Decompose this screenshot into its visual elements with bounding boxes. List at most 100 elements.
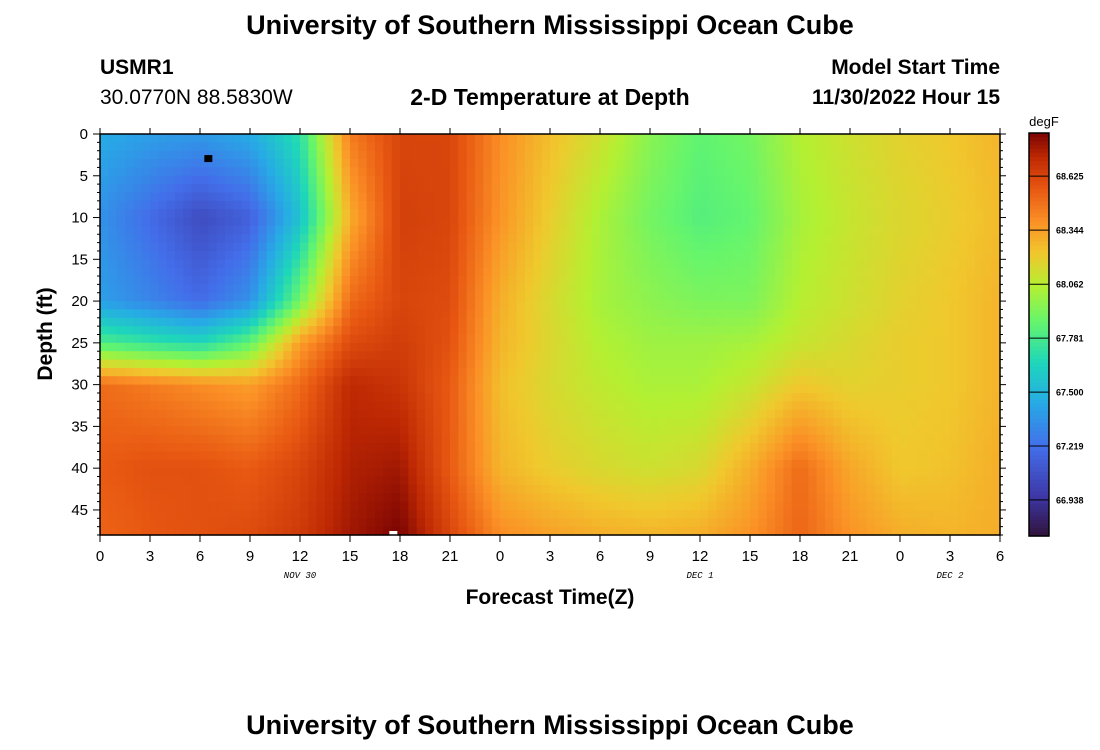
- heatmap-cell: [641, 184, 651, 194]
- heatmap-cell: [308, 250, 318, 260]
- heatmap-cell: [333, 259, 343, 269]
- heatmap-cell: [408, 159, 418, 169]
- heatmap-cell: [633, 443, 643, 453]
- heatmap-cell: [608, 134, 618, 143]
- heatmap-cell: [658, 217, 668, 227]
- heatmap-cell: [875, 342, 884, 352]
- heatmap-cell: [716, 359, 726, 369]
- heatmap-cell: [133, 384, 143, 394]
- heatmap-cell: [966, 351, 976, 361]
- heatmap-cell: [833, 501, 843, 511]
- heatmap-cell: [791, 501, 801, 511]
- heatmap-cell: [750, 200, 759, 210]
- heatmap-cell: [533, 326, 543, 336]
- heatmap-cell: [583, 175, 593, 185]
- heatmap-cell: [675, 501, 684, 511]
- heatmap-cell: [558, 367, 568, 377]
- heatmap-cell: [625, 392, 634, 402]
- heatmap-cell: [733, 426, 743, 436]
- heatmap-cell: [900, 476, 909, 486]
- heatmap-cell: [441, 200, 451, 210]
- heatmap-cell: [208, 267, 218, 277]
- heatmap-cell: [141, 493, 151, 503]
- heatmap-cell: [800, 484, 809, 494]
- heatmap-cell: [258, 276, 268, 285]
- heatmap-cell: [725, 301, 734, 311]
- heatmap-cell: [150, 468, 159, 478]
- heatmap-cell: [500, 317, 509, 327]
- heatmap-cell: [325, 418, 334, 427]
- heatmap-cell: [600, 451, 609, 461]
- heatmap-cell: [308, 459, 318, 469]
- heatmap-cell: [350, 392, 359, 402]
- heatmap-cell: [350, 242, 359, 252]
- heatmap-cell: [916, 301, 926, 311]
- heatmap-cell: [375, 493, 384, 503]
- heatmap-cell: [191, 401, 201, 411]
- heatmap-cell: [591, 234, 601, 244]
- heatmap-cell: [391, 175, 401, 185]
- heatmap-cell: [591, 468, 601, 478]
- heatmap-cell: [425, 392, 434, 402]
- heatmap-cell: [550, 326, 559, 336]
- heatmap-cell: [641, 401, 651, 411]
- heatmap-cell: [283, 392, 293, 402]
- heatmap-cell: [583, 167, 593, 177]
- heatmap-cell: [958, 493, 968, 503]
- heatmap-cell: [783, 459, 793, 469]
- heatmap-cell: [750, 434, 759, 444]
- heatmap-cell: [466, 434, 476, 444]
- heatmap-cell: [275, 384, 284, 394]
- heatmap-cell: [566, 134, 576, 143]
- heatmap-cell: [533, 142, 543, 152]
- heatmap-cell: [816, 418, 826, 427]
- heatmap-cell: [741, 342, 751, 352]
- heatmap-cell: [250, 359, 259, 369]
- heatmap-cell: [850, 476, 859, 486]
- heatmap-cell: [675, 342, 684, 352]
- heatmap-cell: [116, 209, 126, 219]
- heatmap-cell: [325, 484, 334, 494]
- heatmap-cell: [891, 443, 901, 453]
- heatmap-cell: [833, 359, 843, 369]
- heatmap-cell: [100, 192, 109, 202]
- heatmap-cell: [975, 326, 984, 336]
- heatmap-cell: [866, 459, 876, 469]
- heatmap-cell: [325, 334, 334, 344]
- heatmap-cell: [158, 267, 168, 277]
- heatmap-cell: [725, 167, 734, 177]
- heatmap-cell: [850, 443, 859, 453]
- heatmap-cell: [350, 234, 359, 244]
- heatmap-cell: [458, 175, 468, 185]
- heatmap-cell: [391, 167, 401, 177]
- heatmap-cell: [583, 501, 593, 511]
- heatmap-cell: [975, 292, 984, 302]
- heatmap-cell: [891, 367, 901, 377]
- heatmap-cell: [941, 234, 951, 244]
- heatmap-cell: [791, 134, 801, 143]
- heatmap-cell: [800, 317, 809, 327]
- heatmap-cell: [166, 501, 176, 511]
- heatmap-cell: [566, 250, 576, 260]
- heatmap-cell: [383, 334, 393, 344]
- heatmap-cell: [366, 309, 376, 319]
- heatmap-cell: [533, 401, 543, 411]
- heatmap-cell: [283, 334, 293, 344]
- heatmap-cell: [858, 501, 868, 511]
- heatmap-cell: [708, 159, 718, 169]
- heatmap-cell: [258, 392, 268, 402]
- heatmap-cell: [400, 493, 409, 503]
- heatmap-cell: [850, 217, 859, 227]
- heatmap-cell: [450, 426, 459, 436]
- heatmap-cell: [416, 259, 426, 269]
- heatmap-cell: [841, 209, 851, 219]
- heatmap-cell: [575, 334, 584, 344]
- heatmap-cell: [741, 250, 751, 260]
- heatmap-cell: [650, 309, 659, 319]
- heatmap-cell: [758, 468, 768, 478]
- heatmap-cell: [641, 484, 651, 494]
- heatmap-cell: [941, 267, 951, 277]
- heatmap-cell: [641, 351, 651, 361]
- heatmap-cell: [883, 484, 893, 494]
- heatmap-cell: [316, 242, 326, 252]
